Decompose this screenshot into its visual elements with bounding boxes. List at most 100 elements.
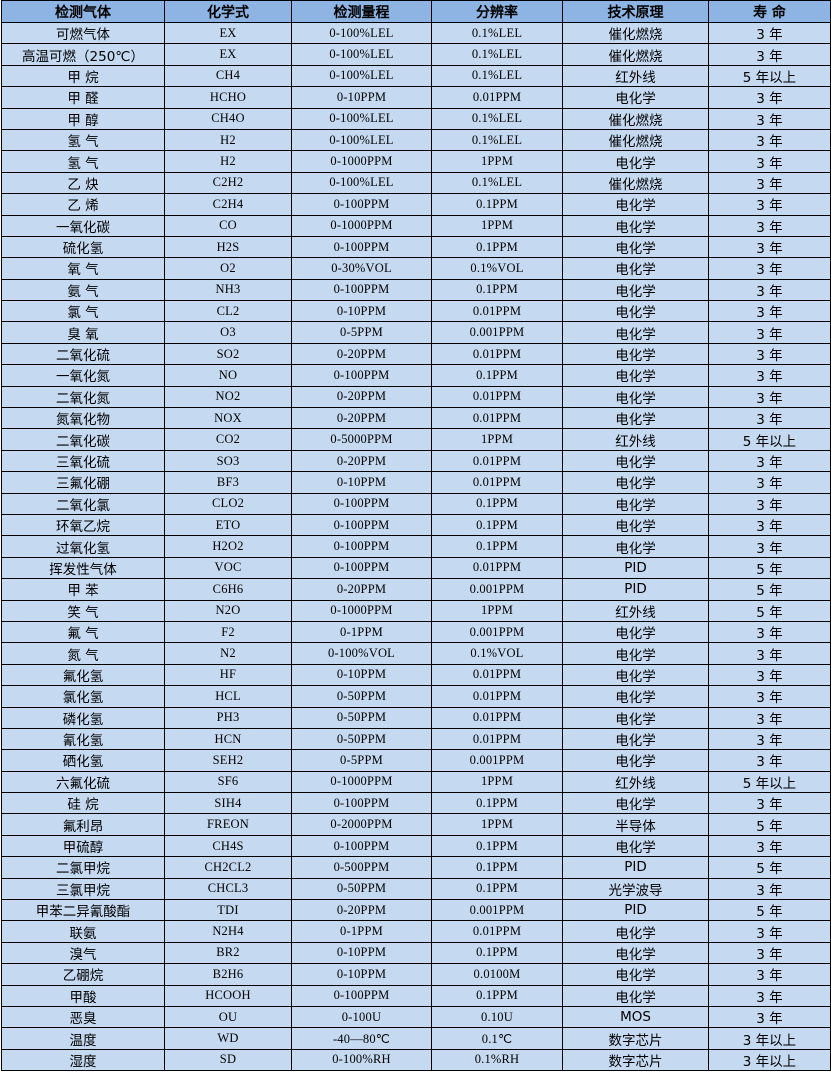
header-gas: 检测气体 <box>1 0 165 23</box>
cell-principle: 催化燃烧 <box>562 171 709 195</box>
cell-range: 0-20PPM <box>291 385 432 409</box>
cell-range: 0-10PPM <box>291 963 432 986</box>
table-row: 硅 烷 SIH4 0-100PPM 0.1PPM 电化学 3 年 <box>1 792 831 815</box>
cell-lifespan: 3 年 <box>708 321 831 344</box>
cell-range: 0-100PPM <box>291 492 432 515</box>
cell-resolution: 0.1%LEL <box>431 171 563 195</box>
cell-resolution: 0.01PPM <box>431 556 563 580</box>
table-row: 二氧化碳 CO2 0-5000PPM 1PPM 红外线 5 年以上 <box>1 428 831 451</box>
cell-gas: 二氧化硫 <box>1 342 165 366</box>
cell-gas: 二氧化碳 <box>1 428 165 451</box>
cell-gas: 乙硼烷 <box>1 963 165 986</box>
cell-resolution: 0.1PPM <box>431 856 563 879</box>
cell-range: 0-100%LEL <box>291 21 432 45</box>
cell-resolution: 1PPM <box>431 770 563 794</box>
cell-range: 0-5PPM <box>291 321 432 344</box>
cell-formula: SEH2 <box>164 749 292 772</box>
cell-gas: 硫化氢 <box>1 235 165 259</box>
table-row: 恶臭 OU 0-100U 0.10U MOS 3 年 <box>1 1005 831 1029</box>
table-row: 氯化氢 HCL 0-50PPM 0.01PPM 电化学 3 年 <box>1 685 831 708</box>
cell-resolution: 0.1%VOL <box>431 257 563 280</box>
table-row: 磷化氢 PH3 0-50PPM 0.01PPM 电化学 3 年 <box>1 706 831 729</box>
cell-formula: BR2 <box>164 941 292 965</box>
cell-range: 0-30%VOL <box>291 257 432 280</box>
cell-gas: 乙 烯 <box>1 193 165 216</box>
table-row: 挥发性气体 VOC 0-100PPM 0.01PPM PID 5 年 <box>1 556 831 580</box>
cell-resolution: 0.1PPM <box>431 834 563 858</box>
cell-gas: 二氧化氮 <box>1 385 165 409</box>
cell-lifespan: 3 年 <box>708 385 831 409</box>
cell-lifespan: 3 年 <box>708 492 831 515</box>
cell-gas: 三氯甲烷 <box>1 877 165 901</box>
cell-resolution: 0.1PPM <box>431 513 563 537</box>
table-row: 一氧化氮 NO 0-100PPM 0.1PPM 电化学 3 年 <box>1 364 831 387</box>
cell-gas: 笑 气 <box>1 599 165 622</box>
cell-range: 0-100PPM <box>291 834 432 858</box>
cell-range: 0-50PPM <box>291 727 432 751</box>
cell-gas: 氮氧化物 <box>1 407 165 430</box>
cell-formula: VOC <box>164 556 292 580</box>
cell-principle: 电化学 <box>562 535 709 558</box>
cell-formula: PH3 <box>164 706 292 729</box>
cell-principle: PID <box>562 899 709 922</box>
header-row: 检测气体 化学式 检测量程 分辨率 技术原理 寿 命 <box>1 0 831 23</box>
cell-principle: 电化学 <box>562 214 709 237</box>
cell-range: 0-1000PPM <box>291 770 432 794</box>
cell-range: 0-20PPM <box>291 449 432 473</box>
cell-range: 0-500PPM <box>291 856 432 879</box>
cell-resolution: 0.001PPM <box>431 578 563 601</box>
cell-range: 0-100PPM <box>291 535 432 558</box>
cell-formula: F2 <box>164 620 292 644</box>
cell-formula: TDI <box>164 899 292 922</box>
header-formula: 化学式 <box>164 0 292 23</box>
table-row: 二氧化氯 CLO2 0-100PPM 0.1PPM 电化学 3 年 <box>1 492 831 515</box>
cell-gas: 一氧化氮 <box>1 364 165 387</box>
table-row: 过氧化氢 H2O2 0-100PPM 0.1PPM 电化学 3 年 <box>1 535 831 558</box>
cell-resolution: 0.1%LEL <box>431 21 563 45</box>
cell-principle: 电化学 <box>562 449 709 473</box>
cell-resolution: 0.1%VOL <box>431 642 563 665</box>
cell-formula: CO <box>164 214 292 237</box>
table-row: 氟化氢 HF 0-10PPM 0.01PPM 电化学 3 年 <box>1 663 831 687</box>
cell-lifespan: 3 年 <box>708 749 831 772</box>
cell-resolution: 0.01PPM <box>431 300 563 323</box>
cell-formula: BF3 <box>164 471 292 494</box>
cell-principle: 半导体 <box>562 813 709 836</box>
cell-formula: B2H6 <box>164 963 292 986</box>
table-row: 氢 气 H2 0-100%LEL 0.1%LEL 催化燃烧 3 年 <box>1 128 831 152</box>
cell-principle: 电化学 <box>562 300 709 323</box>
cell-resolution: 0.01PPM <box>431 449 563 473</box>
cell-gas: 联氨 <box>1 920 165 943</box>
table-row: 氢 气 H2 0-1000PPM 1PPM 电化学 3 年 <box>1 150 831 173</box>
cell-gas: 甲硫醇 <box>1 834 165 858</box>
cell-formula: WD <box>164 1027 292 1050</box>
cell-resolution: 0.001PPM <box>431 321 563 344</box>
cell-lifespan: 5 年 <box>708 556 831 580</box>
cell-principle: 电化学 <box>562 407 709 430</box>
cell-resolution: 0.001PPM <box>431 899 563 922</box>
cell-lifespan: 5 年 <box>708 899 831 922</box>
cell-resolution: 0.01PPM <box>431 920 563 943</box>
cell-lifespan: 3 年 <box>708 535 831 558</box>
table-row: 环氧乙烷 ETO 0-100PPM 0.1PPM 电化学 3 年 <box>1 513 831 537</box>
header-lifespan: 寿 命 <box>708 0 831 23</box>
cell-resolution: 0.01PPM <box>431 706 563 729</box>
cell-lifespan: 3 年 <box>708 941 831 965</box>
cell-principle: PID <box>562 556 709 580</box>
table-row: 氟利昂 FREON 0-2000PPM 1PPM 半导体 5 年 <box>1 813 831 836</box>
cell-principle: 电化学 <box>562 620 709 644</box>
cell-formula: N2O <box>164 599 292 622</box>
cell-range: 0-100%RH <box>291 1048 432 1072</box>
cell-lifespan: 3 年 <box>708 792 831 815</box>
cell-lifespan: 3 年 <box>708 86 831 109</box>
cell-range: 0-5000PPM <box>291 428 432 451</box>
cell-gas: 氟 气 <box>1 620 165 644</box>
cell-lifespan: 3 年 <box>708 449 831 473</box>
cell-resolution: 0.1%LEL <box>431 107 563 130</box>
cell-lifespan: 3 年 <box>708 300 831 323</box>
cell-range: 0-1PPM <box>291 620 432 644</box>
cell-lifespan: 3 年 <box>708 257 831 280</box>
cell-principle: 电化学 <box>562 792 709 815</box>
cell-formula: HF <box>164 663 292 687</box>
